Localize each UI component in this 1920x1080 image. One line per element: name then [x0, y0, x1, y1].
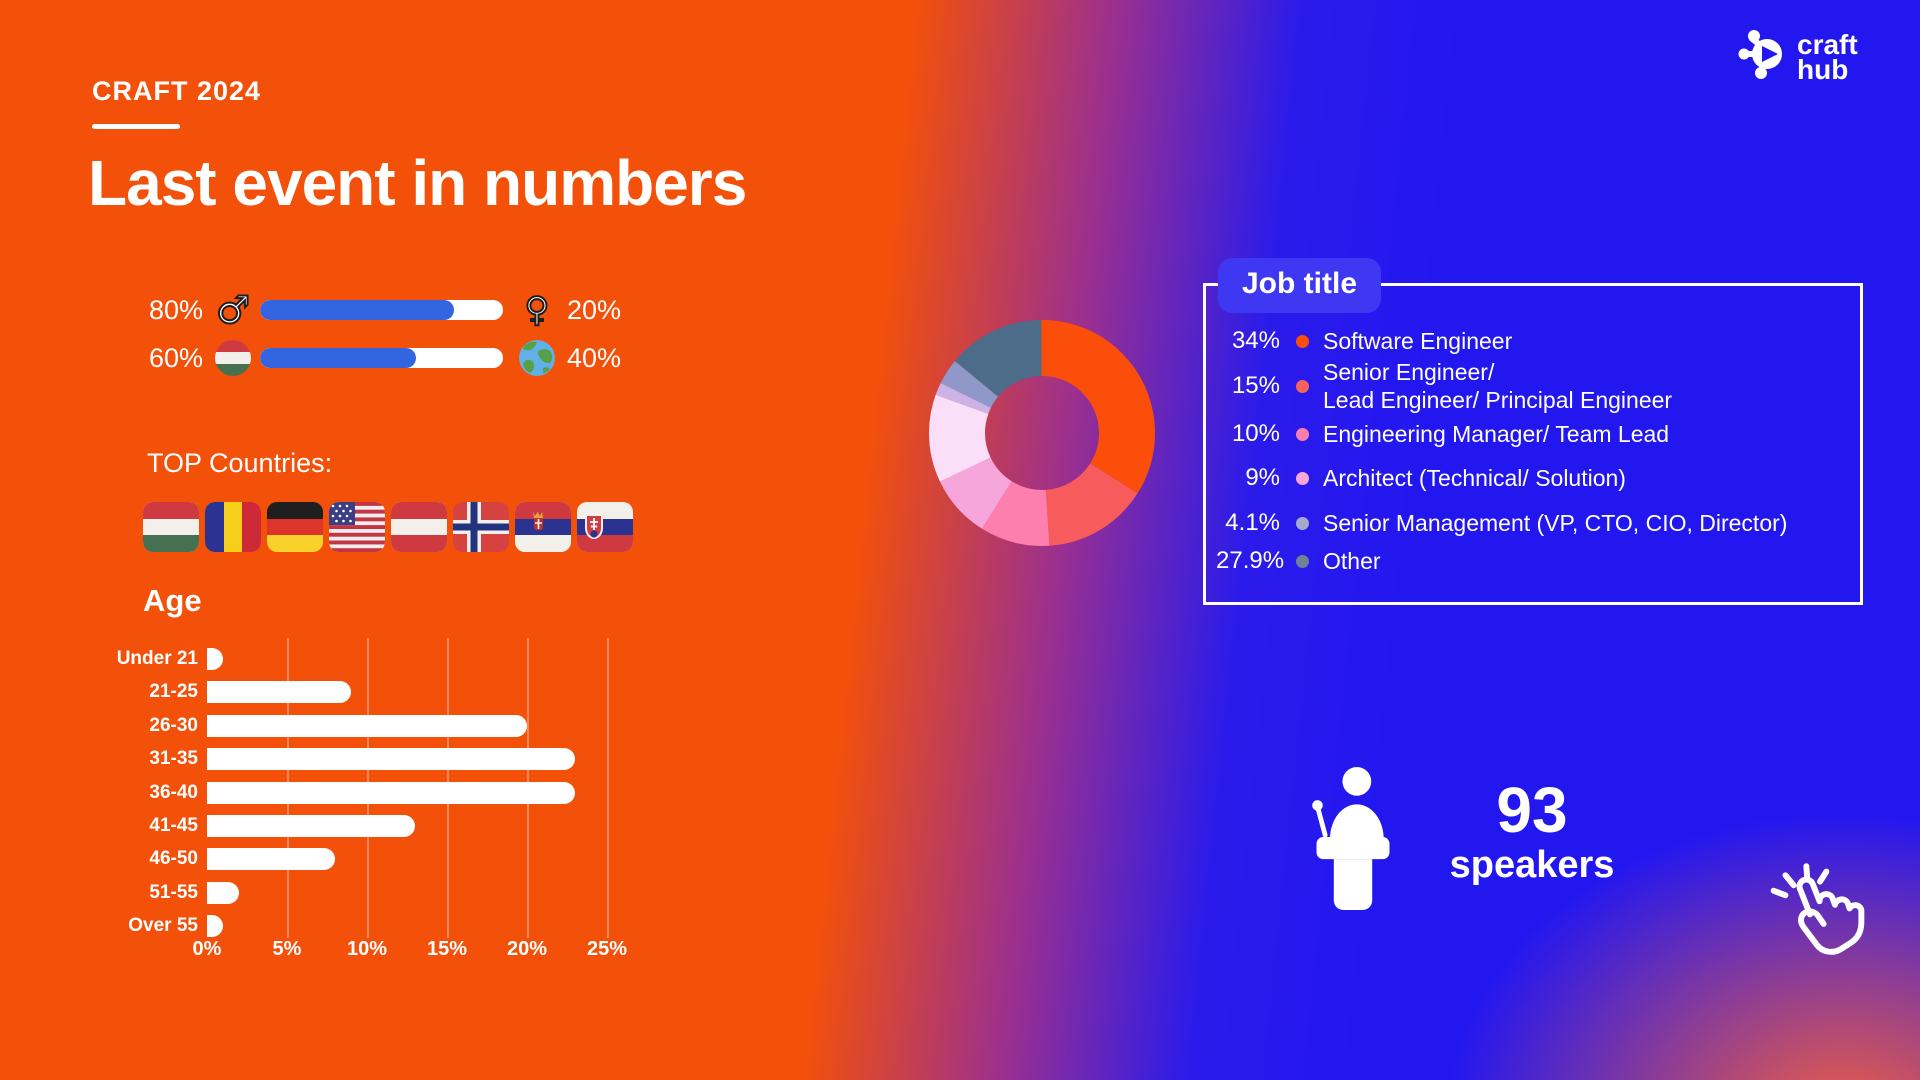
- x-axis-tick-label: 0%: [192, 938, 222, 960]
- flag-usa-icon: [329, 502, 385, 552]
- legend-label: Architect (Technical/ Solution): [1323, 465, 1626, 491]
- legend-row: 34% Software Engineer: [1216, 324, 1846, 358]
- donut-segment: [929, 320, 1155, 546]
- speakers-label: speakers: [1449, 844, 1615, 886]
- age-bar: [207, 648, 223, 670]
- x-axis-tick-label: 25%: [586, 938, 628, 960]
- age-chart-x-axis: 0% 5% 10% 15% 20% 25%: [193, 938, 637, 964]
- flag-hungary-icon: [143, 502, 199, 552]
- flag-romania-icon: [205, 502, 261, 552]
- age-bar-label: 21-25: [149, 681, 198, 703]
- legend-color-dot: [1296, 516, 1309, 530]
- age-bar-label: 51-55: [149, 881, 198, 903]
- job-title-donut-chart: [929, 320, 1155, 551]
- flag-slovakia-icon: [577, 502, 633, 552]
- legend-row: 9% Architect (Technical/ Solution): [1216, 454, 1846, 502]
- age-bar-label: 41-45: [149, 815, 198, 836]
- top-countries-label: TOP Countries:: [147, 448, 333, 478]
- legend-row: 15% Senior Engineer/Lead Engineer/ Princi…: [1216, 358, 1846, 414]
- age-bar-label: 31-35: [149, 748, 198, 770]
- age-bar-label: 36-40: [149, 781, 198, 803]
- crafthub-logo-icon: [1737, 28, 1789, 85]
- legend-percent: 9%: [1245, 464, 1280, 491]
- speaker-podium-icon: [1305, 766, 1401, 916]
- age-bar: [207, 848, 335, 871]
- x-axis-tick-label: 20%: [506, 938, 548, 960]
- female-percent: 20%: [567, 294, 622, 325]
- legend-percent: 15%: [1231, 372, 1280, 399]
- age-bar-label: 46-50: [149, 848, 198, 870]
- flag-austria-icon: [391, 502, 447, 552]
- event-name: CRAFT 2024: [92, 76, 262, 106]
- speakers-stat: 93 speakers: [1417, 778, 1647, 887]
- job-title-badge: Job title: [1218, 258, 1382, 313]
- age-bar-label: 26-30: [149, 714, 198, 736]
- flag-germany-icon: [267, 502, 323, 552]
- legend-color-dot: [1296, 427, 1309, 441]
- legend-row: 27.9% Other: [1216, 544, 1846, 578]
- gender-stat-row: 80% ♂ ♀ 20%: [135, 288, 622, 332]
- flag-norway-icon: [453, 502, 509, 552]
- age-bar-label: Over 55: [128, 915, 198, 937]
- logo-word-hub: hub: [1797, 53, 1849, 85]
- job-title-legend: Job title 34% Software Engineer 15% Senior …: [1203, 258, 1863, 605]
- x-axis-tick-label: 15%: [426, 938, 468, 960]
- legend-label: Engineering Manager/ Team Lead: [1323, 421, 1670, 447]
- legend-label: Software Engineer: [1323, 328, 1513, 354]
- donut-segment: [929, 320, 1155, 546]
- location-stat-row: 60% 40%: [135, 340, 621, 376]
- age-chart-plot: [207, 638, 637, 938]
- location-progress-bar: [260, 348, 503, 368]
- legend-percent: 4.1%: [1225, 509, 1280, 536]
- legend-row: 10% Engineering Manager/ Team Lead: [1216, 414, 1846, 454]
- country-flags: [143, 502, 633, 552]
- legend-percent: 27.9%: [1216, 547, 1285, 574]
- age-bar: [207, 748, 575, 771]
- female-icon: ♀: [524, 290, 551, 330]
- age-chart-labels: Under 21 21-25 26-30 31-35 36-40 41-45 46-50 51…: [95, 638, 198, 938]
- legend-percent: 34%: [1231, 327, 1280, 354]
- donut-segment: [929, 320, 1155, 546]
- legend-label: Other: [1323, 548, 1381, 574]
- grid-line: [607, 638, 609, 938]
- crafthub-logo: craft hub: [1737, 28, 1858, 85]
- gender-progress-bar: [260, 300, 503, 320]
- legend-color-dot: [1296, 554, 1309, 568]
- speakers-count: 93: [1496, 774, 1568, 846]
- crafthub-logo-text: craft hub: [1797, 28, 1858, 85]
- age-bar: [207, 815, 415, 837]
- logo-word-craft: craft: [1797, 28, 1858, 60]
- international-percent: 40%: [567, 342, 622, 373]
- hungary-percent: 60%: [148, 342, 203, 373]
- hungary-flag-icon: [211, 340, 255, 376]
- x-axis-tick-label: 5%: [272, 938, 302, 960]
- age-bar-label: Under 21: [116, 648, 198, 669]
- age-bar: [207, 915, 223, 938]
- flag-serbia-icon: [515, 502, 571, 552]
- legend-color-dot: [1296, 379, 1309, 393]
- gender-progress-fill: [260, 300, 455, 320]
- legend-label: Senior Engineer/Lead Engineer/ Principal…: [1323, 359, 1673, 413]
- globe-icon: [517, 339, 557, 377]
- male-icon: ♂: [215, 288, 251, 332]
- age-bar: [207, 681, 351, 704]
- legend-rows: 34% Software Engineer 15% Senior Engineer/L…: [1216, 324, 1846, 578]
- age-bar: [207, 781, 575, 804]
- brand-underline: [92, 124, 180, 129]
- age-bar: [207, 881, 239, 904]
- legend-color-dot: [1296, 471, 1309, 485]
- x-axis-tick-label: 10%: [346, 938, 388, 960]
- click-hand-icon: [1770, 862, 1870, 979]
- page-title: Last event in numbers: [88, 147, 747, 219]
- legend-percent: 10%: [1231, 420, 1280, 447]
- legend-label: Senior Management (VP, CTO, CIO, Directo…: [1323, 510, 1788, 536]
- location-progress-fill: [260, 348, 416, 368]
- age-bar: [207, 714, 527, 737]
- age-chart-title: Age: [143, 583, 202, 618]
- legend-color-dot: [1296, 334, 1309, 348]
- legend-row: 4.1% Senior Management (VP, CTO, CIO, Dir…: [1216, 502, 1846, 544]
- male-percent: 80%: [148, 294, 203, 325]
